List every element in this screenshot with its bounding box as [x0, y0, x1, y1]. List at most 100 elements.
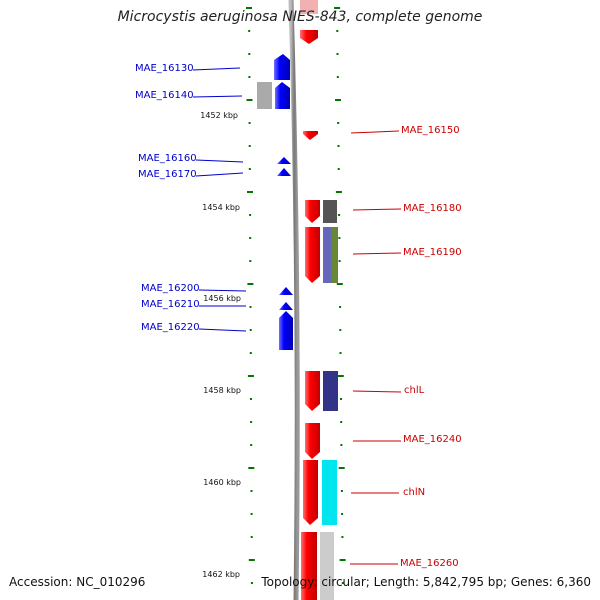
- gene-arrow-mae-16130[interactable]: [274, 54, 290, 80]
- cog-block-chln: [322, 460, 337, 525]
- genome-backbone: [288, 0, 300, 600]
- accession-text: Accession: NC_010296: [9, 575, 146, 589]
- gene-arrow-chln[interactable]: [303, 460, 318, 525]
- outer-tick: [340, 398, 342, 400]
- leader-line-mae-16180: [352, 208, 402, 211]
- cog-blocks-reverse: [320, 200, 338, 600]
- outer-tick: [338, 214, 341, 216]
- gene-arrow-mae-16200[interactable]: [279, 287, 293, 295]
- inner-tick: [246, 99, 253, 101]
- leader-line-mae-16130: [192, 67, 241, 71]
- outer-tick: [340, 444, 343, 446]
- inner-tick: [248, 559, 255, 561]
- gene-arrow-mae-16260[interactable]: [301, 532, 317, 600]
- cog-blocks-forward: [257, 82, 272, 109]
- gene-label-mae-16170[interactable]: MAE_16170: [138, 169, 197, 180]
- inner-tick: [248, 30, 251, 32]
- gene-label-mae-16260[interactable]: MAE_16260: [400, 558, 459, 569]
- gene-arrow-chll[interactable]: [305, 371, 320, 411]
- outer-tick: [337, 375, 344, 377]
- cog-block-mae-16260: [320, 532, 334, 600]
- leader-line-mae-16160: [195, 159, 244, 163]
- outer-tick: [339, 352, 342, 354]
- gene-label-mae-16150[interactable]: MAE_16150: [401, 125, 460, 136]
- leader-line-mae-16190: [352, 252, 402, 255]
- gene-arrow-mae-16160[interactable]: [277, 157, 291, 164]
- gene-label-mae-16130[interactable]: MAE_16130: [135, 63, 194, 74]
- gene-label-chll[interactable]: chlL: [404, 385, 425, 396]
- inner-tick: [249, 214, 252, 216]
- inner-tick: [249, 352, 252, 354]
- outer-tick: [336, 76, 339, 78]
- outer-tick: [334, 7, 341, 9]
- outer-tick: [339, 559, 346, 561]
- leader-line-mae-16150: [350, 130, 400, 134]
- gene-arrow-mae-16190[interactable]: [305, 227, 320, 283]
- gene-label-mae-16210[interactable]: MAE_16210: [141, 299, 200, 310]
- topology-text: Topology: circular; Length: 5,842,795 bp…: [261, 575, 591, 589]
- outer-tick: [338, 260, 341, 262]
- outer-tick: [341, 582, 344, 584]
- gene-arrow-mae-16140[interactable]: [275, 82, 290, 109]
- kbp-label-1458: 1458 kbp: [203, 386, 241, 395]
- inner-tick: [248, 467, 255, 469]
- outer-tick: [336, 53, 339, 55]
- reverse-strand-genes: [300, 0, 320, 600]
- gene-arrow-mae-16170[interactable]: [277, 168, 291, 176]
- outer-tick: [337, 122, 340, 124]
- outer-tick: [341, 536, 344, 538]
- map-title: Microcystis aeruginosa NIES-843, complet…: [117, 9, 483, 25]
- gene-block-top-partial: [300, 0, 318, 14]
- kbp-label-1460: 1460 kbp: [203, 478, 241, 487]
- leader-line-mae-16200: [198, 289, 247, 292]
- gene-label-mae-16240[interactable]: MAE_16240: [403, 434, 462, 445]
- inner-tick: [250, 398, 252, 400]
- leader-lines: [192, 67, 402, 565]
- outer-tick: [339, 306, 342, 308]
- gene-arrow-mae-16150[interactable]: [303, 131, 318, 140]
- inner-tick: [246, 7, 252, 9]
- cog-block-mae-16190-purple: [323, 227, 331, 283]
- gene-label-mae-16160[interactable]: MAE_16160: [138, 153, 197, 164]
- outer-tick: [338, 237, 341, 239]
- gene-label-mae-16180[interactable]: MAE_16180: [403, 203, 462, 214]
- leader-line-mae-16220: [198, 328, 247, 332]
- inner-tick: [249, 329, 252, 331]
- kbp-label-1454: 1454 kbp: [202, 203, 240, 212]
- leader-line-mae-16140: [192, 95, 243, 98]
- inner-tick: [247, 375, 254, 377]
- inner-tick: [249, 260, 252, 262]
- outer-tick: [341, 513, 344, 515]
- forward-strand-genes: [274, 54, 293, 350]
- inner-tick: [250, 490, 253, 492]
- cog-block-mae-16190-olive: [331, 227, 338, 283]
- cog-block-mae-16180: [323, 200, 337, 223]
- outer-tick: [335, 99, 341, 101]
- gene-arrow-mae-16240[interactable]: [305, 423, 320, 459]
- inner-tick: [250, 582, 253, 584]
- outer-tick: [336, 283, 343, 285]
- inner-tick: [250, 444, 253, 446]
- inner-ticks: [246, 7, 255, 584]
- outer-tick: [335, 191, 342, 193]
- kbp-label-1456: 1456 kbp: [203, 294, 241, 303]
- gene-arrow-mae-16210[interactable]: [279, 302, 293, 310]
- kbp-label-1462: 1462 kbp: [202, 570, 240, 579]
- leader-line-chll: [352, 390, 402, 393]
- gene-arrow-mae-16220[interactable]: [279, 311, 293, 350]
- inner-tick: [248, 53, 251, 55]
- gene-label-chln[interactable]: chlN: [403, 487, 426, 498]
- cog-block-chll: [323, 371, 338, 411]
- inner-tick: [247, 283, 254, 285]
- gene-label-mae-16220[interactable]: MAE_16220: [141, 322, 200, 333]
- inner-tick: [249, 306, 252, 308]
- gene-arrow-top-partial[interactable]: [300, 30, 318, 44]
- outer-tick: [337, 168, 340, 170]
- gene-label-mae-16200[interactable]: MAE_16200: [141, 283, 200, 294]
- gene-label-mae-16190[interactable]: MAE_16190: [403, 247, 462, 258]
- gene-label-mae-16140[interactable]: MAE_16140: [135, 90, 194, 101]
- inner-tick: [250, 421, 253, 423]
- gene-arrow-mae-16180[interactable]: [305, 200, 320, 223]
